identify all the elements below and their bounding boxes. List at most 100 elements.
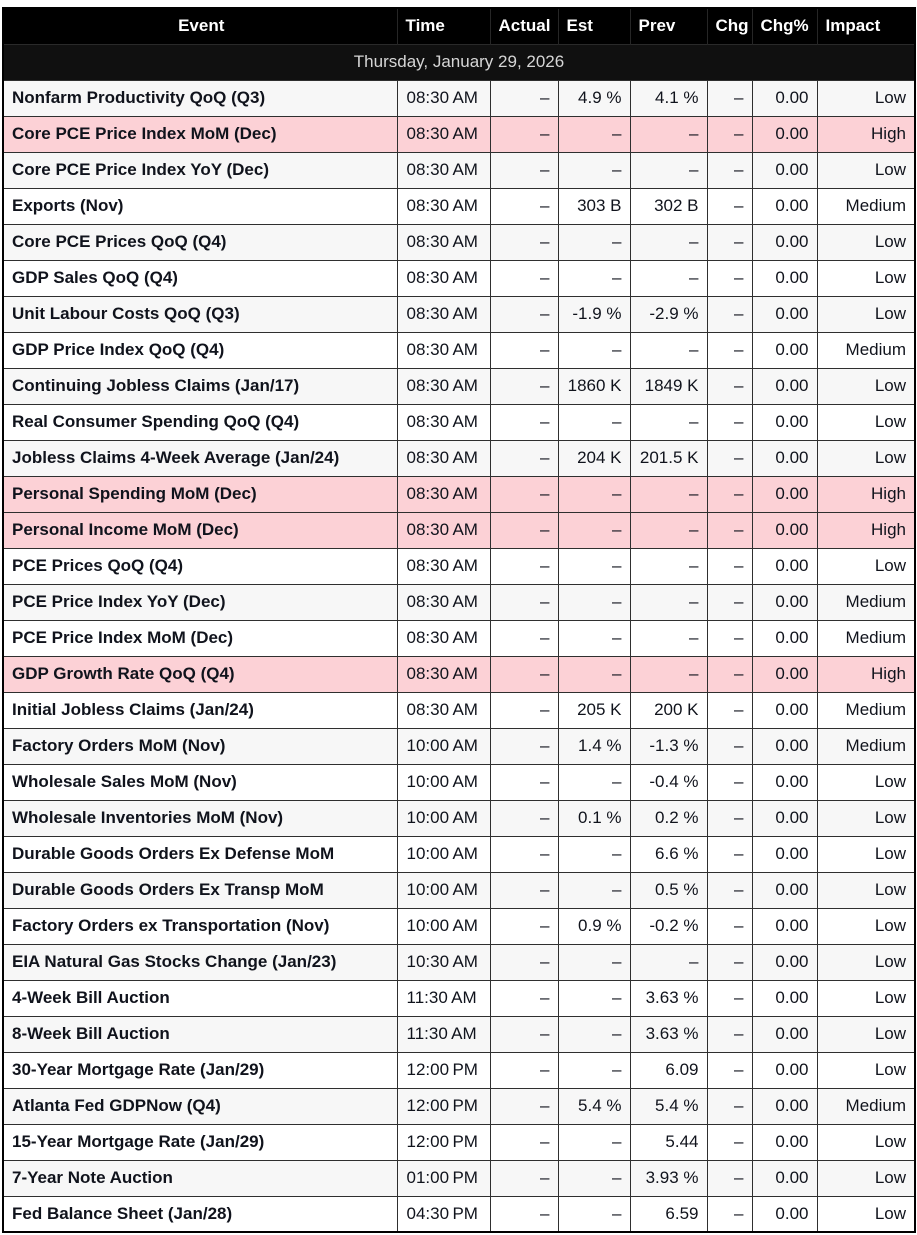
cell-event[interactable]: Wholesale Sales MoM (Nov) <box>2 763 398 801</box>
cell-impact: Low <box>816 1123 916 1161</box>
cell-event[interactable]: Continuing Jobless Claims (Jan/17) <box>2 367 398 405</box>
cell-event[interactable]: GDP Price Index QoQ (Q4) <box>2 331 398 369</box>
event-row: 15-Year Mortgage Rate (Jan/29) 12:00 PM – –… <box>2 1123 916 1161</box>
cell-est: – <box>557 655 631 693</box>
cell-est: – <box>557 403 631 441</box>
cell-event[interactable]: Unit Labour Costs QoQ (Q3) <box>2 295 398 333</box>
cell-est: – <box>557 619 631 657</box>
cell-impact: Medium <box>816 1087 916 1125</box>
cell-time: 08:30 AM <box>396 259 491 297</box>
cell-event[interactable]: Wholesale Inventories MoM (Nov) <box>2 799 398 837</box>
cell-prev: -2.9 % <box>629 295 708 333</box>
event-row: Wholesale Inventories MoM (Nov) 10:00 AM –… <box>2 799 916 837</box>
cell-chg-pct: 0.00 <box>751 979 818 1017</box>
cell-time: 08:30 AM <box>396 619 491 657</box>
cell-event[interactable]: Exports (Nov) <box>2 187 398 225</box>
cell-time: 10:30 AM <box>396 943 491 981</box>
cell-chg: – <box>706 1051 753 1089</box>
col-header-time: Time <box>396 8 490 44</box>
cell-event[interactable]: 7-Year Note Auction <box>2 1159 398 1197</box>
cell-event[interactable]: Core PCE Prices QoQ (Q4) <box>2 223 398 261</box>
cell-chg-pct: 0.00 <box>751 151 818 189</box>
cell-est: 1.4 % <box>557 727 631 765</box>
cell-event[interactable]: PCE Prices QoQ (Q4) <box>2 547 398 585</box>
event-row: 4-Week Bill Auction 11:30 AM – –3.63 % –0.00… <box>2 979 916 1017</box>
cell-time: 08:30 AM <box>396 115 491 153</box>
cell-actual: – <box>489 475 559 513</box>
cell-time: 10:00 AM <box>396 871 491 909</box>
cell-event[interactable]: Core PCE Price Index YoY (Dec) <box>2 151 398 189</box>
cell-est: 4.9 % <box>557 79 631 117</box>
cell-event[interactable]: Fed Balance Sheet (Jan/28) <box>2 1195 398 1233</box>
cell-event[interactable]: GDP Sales QoQ (Q4) <box>2 259 398 297</box>
cell-prev: – <box>629 475 708 513</box>
cell-actual: – <box>489 799 559 837</box>
cell-prev: 6.59 <box>629 1195 708 1233</box>
cell-est: 1860 K <box>557 367 631 405</box>
cell-est: – <box>557 151 631 189</box>
cell-event[interactable]: 8-Week Bill Auction <box>2 1015 398 1053</box>
cell-actual: – <box>489 439 559 477</box>
col-header-est: Est <box>557 8 630 44</box>
cell-time: 08:30 AM <box>396 331 491 369</box>
cell-chg-pct: 0.00 <box>751 403 818 441</box>
cell-event[interactable]: Factory Orders ex Transportation (Nov) <box>2 907 398 945</box>
cell-chg: – <box>706 907 753 945</box>
cell-event[interactable]: 15-Year Mortgage Rate (Jan/29) <box>2 1123 398 1161</box>
cell-impact: Low <box>816 1159 916 1197</box>
event-row: Continuing Jobless Claims (Jan/17) 08:30 … <box>2 367 916 405</box>
cell-est: 0.9 % <box>557 907 631 945</box>
cell-time: 08:30 AM <box>396 367 491 405</box>
cell-chg: – <box>706 295 753 333</box>
cell-chg: – <box>706 547 753 585</box>
cell-event[interactable]: PCE Price Index YoY (Dec) <box>2 583 398 621</box>
cell-prev: 4.1 % <box>629 79 708 117</box>
cell-est: 303 B <box>557 187 631 225</box>
cell-chg: – <box>706 727 753 765</box>
cell-est: – <box>557 1015 631 1053</box>
cell-prev: -0.2 % <box>629 907 708 945</box>
cell-event[interactable]: Initial Jobless Claims (Jan/24) <box>2 691 398 729</box>
cell-event[interactable]: Jobless Claims 4-Week Average (Jan/24) <box>2 439 398 477</box>
cell-event[interactable]: EIA Natural Gas Stocks Change (Jan/23) <box>2 943 398 981</box>
cell-impact: Medium <box>816 331 916 369</box>
cell-est: 5.4 % <box>557 1087 631 1125</box>
cell-chg: – <box>706 1195 753 1233</box>
cell-event[interactable]: Personal Income MoM (Dec) <box>2 511 398 549</box>
cell-event[interactable]: Durable Goods Orders Ex Defense MoM <box>2 835 398 873</box>
cell-prev: 0.2 % <box>629 799 708 837</box>
cell-actual: – <box>489 79 559 117</box>
cell-chg: – <box>706 115 753 153</box>
cell-actual: – <box>489 1051 559 1089</box>
cell-event[interactable]: Real Consumer Spending QoQ (Q4) <box>2 403 398 441</box>
event-row: Real Consumer Spending QoQ (Q4) 08:30 AM –… <box>2 403 916 441</box>
cell-event[interactable]: Durable Goods Orders Ex Transp MoM <box>2 871 398 909</box>
column-header-row: Event Time Actual Est Prev Chg Chg% Impa… <box>3 8 915 44</box>
cell-event[interactable]: Atlanta Fed GDPNow (Q4) <box>2 1087 398 1125</box>
cell-prev: 1849 K <box>629 367 708 405</box>
col-header-chg-pct: Chg% <box>751 8 817 44</box>
cell-actual: – <box>489 511 559 549</box>
event-row: Jobless Claims 4-Week Average (Jan/24) 08… <box>2 439 916 477</box>
event-row: Fed Balance Sheet (Jan/28) 04:30 PM – –6.59… <box>2 1195 916 1233</box>
cell-event[interactable]: Factory Orders MoM (Nov) <box>2 727 398 765</box>
col-header-event: Event <box>3 8 397 44</box>
cell-chg-pct: 0.00 <box>751 1051 818 1089</box>
cell-event[interactable]: GDP Growth Rate QoQ (Q4) <box>2 655 398 693</box>
cell-event[interactable]: PCE Price Index MoM (Dec) <box>2 619 398 657</box>
event-row: Factory Orders MoM (Nov) 10:00 AM –1.4 % -1… <box>2 727 916 765</box>
cell-impact: Low <box>816 151 916 189</box>
cell-event[interactable]: 30-Year Mortgage Rate (Jan/29) <box>2 1051 398 1089</box>
cell-event[interactable]: Nonfarm Productivity QoQ (Q3) <box>2 79 398 117</box>
cell-chg-pct: 0.00 <box>751 331 818 369</box>
cell-time: 11:30 AM <box>396 1015 491 1053</box>
cell-event[interactable]: Core PCE Price Index MoM (Dec) <box>2 115 398 153</box>
cell-event[interactable]: 4-Week Bill Auction <box>2 979 398 1017</box>
cell-event[interactable]: Personal Spending MoM (Dec) <box>2 475 398 513</box>
cell-chg: – <box>706 1087 753 1125</box>
cell-prev: 5.44 <box>629 1123 708 1161</box>
cell-chg-pct: 0.00 <box>751 907 818 945</box>
cell-est: – <box>557 223 631 261</box>
cell-time: 08:30 AM <box>396 691 491 729</box>
cell-est: – <box>557 511 631 549</box>
